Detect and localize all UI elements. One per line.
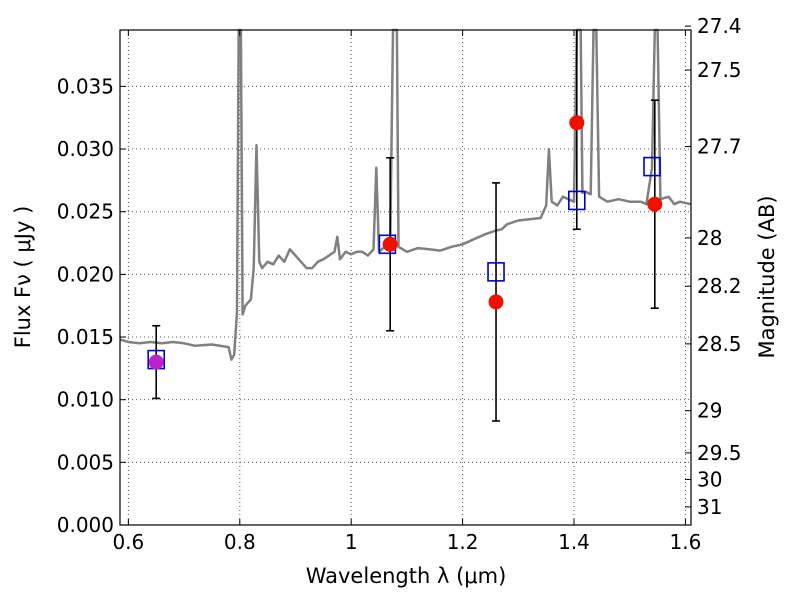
spectrum-series (119, 28, 692, 361)
model-point (567, 190, 586, 211)
right-tick-label: 29.5 (697, 441, 742, 465)
right-tick-label: 31 (697, 495, 722, 519)
observed-point (569, 115, 585, 131)
right-tick-label: 27.4 (697, 14, 742, 38)
observed-points (148, 115, 663, 370)
model-points (147, 156, 661, 370)
model-point (643, 156, 661, 177)
error-bars (152, 30, 659, 422)
right-tick-label: 28 (697, 226, 722, 250)
x-tick-label: 1.2 (447, 530, 479, 554)
y-tick-label: 0.020 (57, 262, 114, 286)
x-tick-labels: 0.6 0.8 1 1.2 1.4 1.6 (112, 530, 701, 554)
x-tick-label: 1 (345, 530, 358, 554)
right-tick-label: 27.5 (697, 58, 742, 82)
x-tick-label: 0.6 (112, 530, 144, 554)
plot-frame (119, 29, 692, 526)
x-tick-label: 1.6 (670, 530, 702, 554)
axis-ticks (120, 25, 691, 526)
right-axis-title: Magnitude (AB) (755, 195, 779, 358)
observed-point (382, 236, 398, 252)
right-tick-labels: 27.4 27.5 27.7 28 28.2 28.5 29 29.5 30 31 (697, 14, 742, 519)
observed-point (148, 354, 164, 370)
spectrum-line (119, 28, 692, 361)
right-tick-label: 29 (697, 399, 722, 423)
y-tick-label: 0.005 (57, 450, 114, 474)
x-tick-label: 1.4 (558, 530, 590, 554)
y-tick-label: 0.030 (57, 137, 114, 161)
observed-point (488, 294, 504, 310)
grid-lines (120, 30, 691, 525)
y-tick-label: 0.000 (57, 513, 114, 537)
y-tick-label: 0.015 (57, 325, 114, 349)
observed-point (647, 196, 663, 212)
x-axis-title: Wavelength λ (μm) (306, 564, 507, 588)
y-tick-label: 0.010 (57, 388, 114, 412)
y-axis-title: Flux Fν ( μJy ) (11, 206, 35, 349)
y-tick-label: 0.025 (57, 200, 114, 224)
model-point (487, 262, 505, 282)
right-tick-label: 28.2 (697, 274, 742, 298)
right-tick-label: 30 (697, 468, 722, 492)
y-tick-labels: 0.000 0.005 0.010 0.015 0.020 0.025 0.030 0.035 (57, 74, 114, 537)
x-tick-label: 0.8 (224, 530, 256, 554)
y-tick-label: 0.035 (57, 74, 114, 98)
right-tick-label: 28.5 (697, 332, 742, 356)
right-tick-label: 27.7 (697, 135, 742, 159)
